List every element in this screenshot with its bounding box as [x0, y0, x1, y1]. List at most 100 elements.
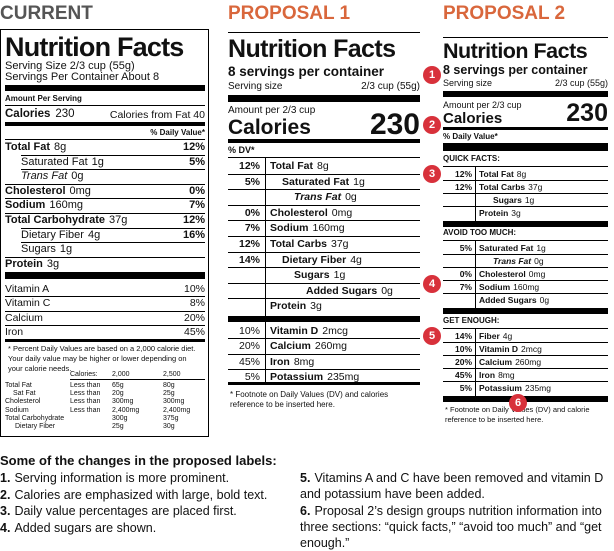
nutrient-amount: 260mg — [314, 340, 347, 353]
calories-value: 230 — [369, 108, 420, 141]
nutrient-row: Protein 3g — [270, 301, 322, 312]
nutrient-name: Added Sugars — [479, 295, 537, 305]
nutrient-dv: 7% — [189, 199, 205, 212]
nutrient-name: Total Fat — [270, 160, 313, 172]
row-line — [5, 324, 205, 326]
nutrient-amount: 1g — [333, 269, 346, 282]
nutrient-name: Dietary Fiber — [282, 253, 347, 266]
nutrient-name: Saturated Fat — [21, 155, 88, 168]
row-dv: 10% — [238, 325, 260, 337]
marker: 4 — [423, 275, 441, 293]
row-dv: 12% — [238, 238, 260, 250]
amount-per-serving: Amount Per Serving — [5, 94, 82, 103]
nutrient-amount: 3g — [511, 208, 521, 218]
nutrient-name: Fiber — [479, 331, 500, 341]
note-item: 4. Added sugars are shown. — [0, 520, 295, 536]
marker: 6 — [509, 394, 527, 412]
row-dv: 5% — [459, 383, 472, 393]
nutrient-amount: 8g — [54, 141, 67, 153]
row-line — [21, 227, 205, 229]
nutrient-name: Total Carbs — [270, 238, 327, 250]
nutrient-dv: 5% — [189, 155, 205, 168]
amount: Amount per 2/3 cup — [228, 105, 316, 116]
nutrient-row: Vitamin D 2mcg — [270, 326, 348, 337]
table-cell: 300mg — [163, 398, 185, 406]
heading: PROPOSAL 1 — [228, 3, 351, 24]
nutrient-amount: 8g — [516, 169, 527, 179]
nutrient-row: Potassium 235mg — [479, 384, 551, 393]
table-cell: Less than — [70, 382, 101, 389]
divider — [265, 322, 266, 382]
nutrient-name: Iron — [270, 355, 290, 368]
rule — [228, 157, 420, 158]
nutrient-name: Trans Fat — [493, 256, 532, 266]
table-cell: 300g — [112, 414, 128, 422]
note-text: Proposal 2’s design groups nutrition inf… — [300, 504, 602, 550]
row-dv: 20% — [454, 357, 472, 367]
rule — [228, 95, 420, 102]
nutrient-dv: 12% — [182, 214, 205, 226]
note-item: 2. Calories are emphasized with large, bo… — [0, 487, 295, 503]
servings: Servings Per Container About 8 — [5, 71, 160, 83]
row-line — [443, 254, 608, 255]
servings: 8 servings per container — [228, 64, 385, 79]
row-line — [228, 173, 420, 175]
rule — [228, 139, 420, 143]
amount: Amount per 2/3 cup — [443, 100, 522, 110]
nutrient-name: Trans Fat — [294, 191, 342, 204]
servings: 8 servings per container — [443, 63, 588, 77]
nutrient-name: Sodium — [5, 199, 46, 212]
dv-header: % Daily Value* — [150, 128, 205, 137]
row-dv: 5% — [244, 371, 260, 384]
rule — [443, 308, 608, 314]
note-number: 6. — [300, 504, 311, 518]
row-line — [228, 236, 420, 237]
nutrient-row: Sugars 1g — [21, 244, 72, 255]
row-line — [443, 342, 608, 343]
row-line — [21, 242, 205, 244]
serving-size-value: 2/3 cup (55g) — [361, 81, 420, 92]
section-label: GET ENOUGH: — [443, 316, 500, 325]
nutrient-row: Added Sugars 0g — [479, 296, 549, 305]
dv-header: % DV* — [228, 145, 255, 155]
table-cell: Dietary Fiber — [15, 423, 56, 430]
row-dv: 45% — [454, 370, 472, 380]
nutrient-row: Saturated Fat 1g — [21, 155, 104, 168]
nutrient-row: Fiber 4g — [479, 332, 512, 341]
row-dv: 5% — [459, 243, 472, 253]
nutrient-name: Cholesterol — [5, 184, 66, 197]
note-number: 4. — [0, 520, 11, 535]
nutrient-name: Total Fat — [5, 141, 51, 153]
nutrient-amount: 0g — [534, 256, 544, 266]
note-number: 5. — [300, 471, 311, 485]
row-dv: 12% — [238, 160, 260, 172]
row-dv: 20% — [238, 340, 260, 353]
rule — [443, 37, 608, 38]
row-line — [443, 180, 608, 181]
nutrient-name: Cholesterol — [479, 269, 526, 279]
nutrient-amount: 3g — [310, 300, 322, 313]
nutrient-amount: 0mg — [331, 206, 353, 219]
vitamin-name: Iron — [5, 325, 24, 338]
section-label: AVOID TOO MUCH: — [443, 228, 517, 237]
nutrient-row: Sodium 160mg — [5, 200, 83, 211]
nutrient-name: Trans Fat — [21, 170, 68, 183]
rule — [5, 139, 205, 140]
nutrient-row: Iron 8mg — [270, 357, 314, 368]
vitamin-dv: 8% — [189, 297, 205, 310]
row-dv: 0% — [244, 206, 260, 219]
rule — [5, 85, 205, 91]
rule — [5, 339, 205, 342]
table-cell: 80g — [163, 382, 175, 389]
nutrient-amount: 37g — [528, 182, 543, 192]
row-line — [228, 267, 420, 269]
nutrient-amount: 8mg — [498, 370, 515, 380]
row-line — [443, 166, 608, 167]
footnote: * Footnote on Daily Values (DV) and calo… — [230, 390, 389, 410]
nutrient-amount: 0g — [539, 295, 550, 305]
serving-size: Serving Size 2/3 cup (55g) — [5, 60, 135, 72]
row-line — [443, 267, 608, 268]
nutrient-amount: 260mg — [515, 357, 542, 367]
nutrient-amount: 160mg — [513, 282, 540, 292]
nutrient-name: Protein — [479, 208, 509, 218]
